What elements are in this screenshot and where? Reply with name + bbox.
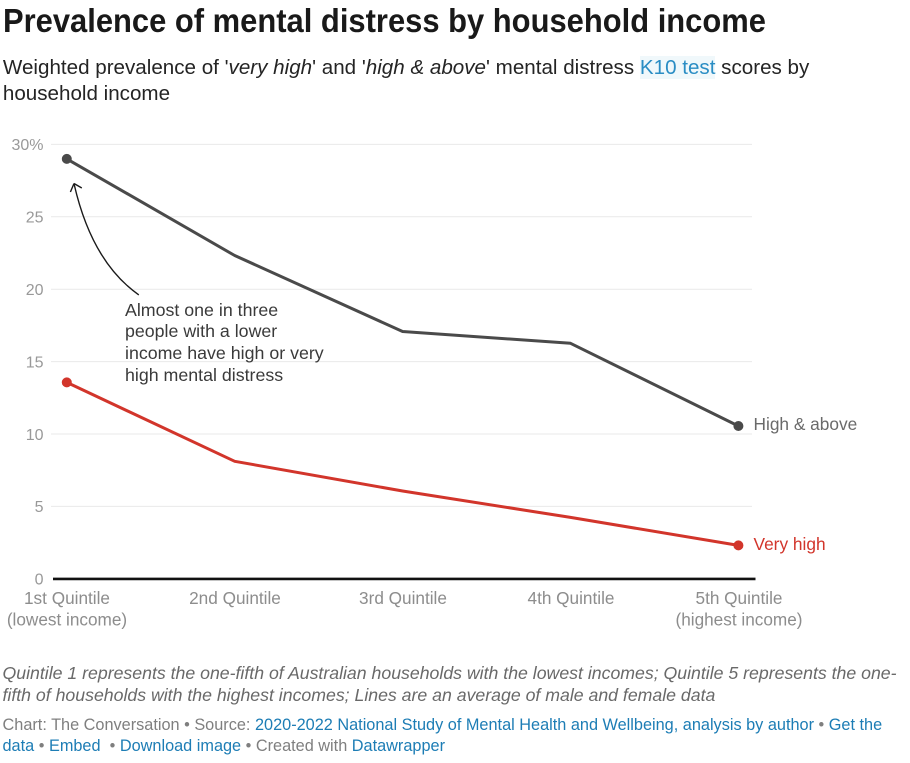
svg-text:4th Quintile: 4th Quintile [528, 588, 615, 608]
svg-text:10: 10 [26, 427, 44, 444]
svg-text:0: 0 [35, 572, 44, 589]
svg-text:5th Quintile: 5th Quintile [696, 588, 783, 608]
svg-text:30%: 30% [11, 137, 43, 154]
svg-text:1st Quintile: 1st Quintile [24, 588, 110, 608]
svg-text:5: 5 [35, 499, 44, 516]
svg-text:3rd Quintile: 3rd Quintile [359, 588, 447, 608]
svg-text:15: 15 [26, 354, 44, 371]
svg-text:20: 20 [26, 282, 44, 299]
svg-text:High & above: High & above [754, 414, 858, 434]
svg-text:Very high: Very high [754, 534, 826, 554]
svg-text:(highest income): (highest income) [675, 610, 802, 630]
svg-text:25: 25 [26, 210, 44, 227]
svg-text:2nd Quintile: 2nd Quintile [189, 588, 281, 608]
svg-text:(lowest income): (lowest income) [7, 610, 127, 630]
